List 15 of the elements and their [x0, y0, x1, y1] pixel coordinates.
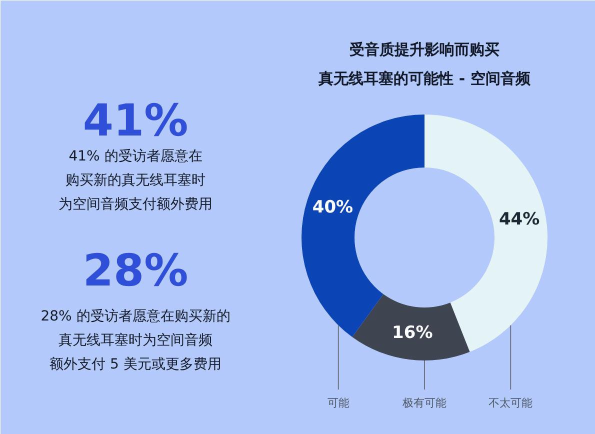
slice-label: 可能	[327, 396, 350, 410]
text: 41%	[82, 96, 188, 146]
text: 为空间音频支付额外费用	[58, 196, 212, 212]
slice-label: 不太可能	[488, 396, 533, 410]
data-label: 40%	[312, 198, 354, 218]
text: 28% 的受访者愿意在购买新的	[40, 308, 230, 324]
data-label: 16%	[392, 323, 433, 344]
text: 真无线耳塞时为空间音频	[58, 332, 212, 348]
data-label: 44%	[498, 209, 540, 230]
chart-title: 受音质提升影响而购买真无线耳塞的可能性 - 空间音频	[318, 40, 532, 88]
text: 额外支付 5 美元或更多费用	[50, 356, 222, 372]
text: 41% 的受访者愿意在	[68, 148, 202, 164]
text: 28%	[82, 246, 188, 296]
slice-label: 极有可能	[402, 396, 446, 410]
text: 购买新的真无线耳塞时	[66, 172, 206, 188]
